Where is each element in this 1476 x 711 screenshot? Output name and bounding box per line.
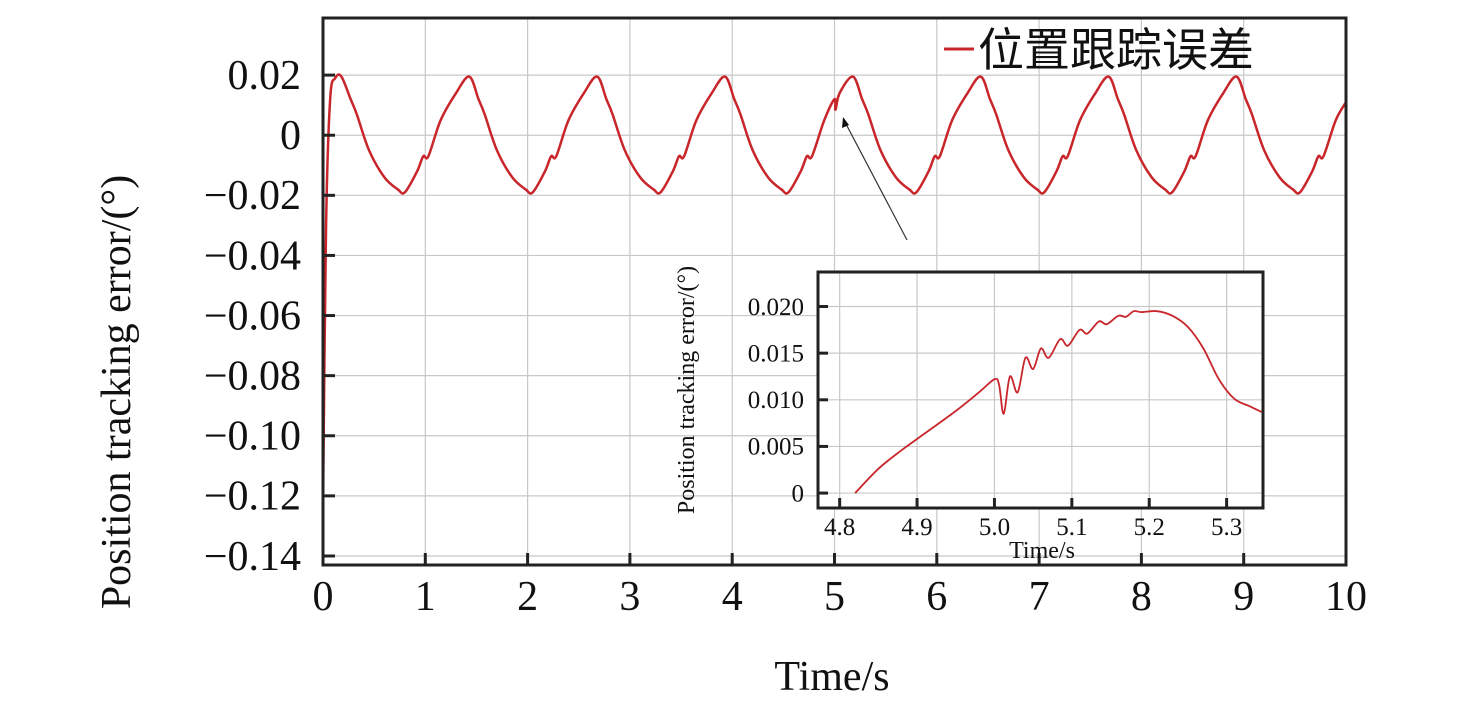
x-tick-label: 5.3 [1211,514,1242,541]
legend-label: 位置跟踪误差 [978,25,1254,76]
inset-ticks: 4.8 4.9 5.0 5.1 5.2 5.3 0.020 0.015 0.010 0.005 0 [748,294,1243,541]
x-tick-label: 1 [415,574,436,620]
inset-frame [816,270,1265,510]
main-y-axis-label: Position tracking error/(°) [94,175,140,609]
inset-y-axis-label: Position tracking error/(°) [674,266,700,514]
x-tick-label: 5 [824,574,845,620]
y-tick-label: 0.010 [748,387,804,414]
x-tick-label: 4.8 [824,514,855,541]
y-tick-label: 0.005 [748,434,804,461]
y-tick-label: −0.06 [204,293,301,339]
x-tick-label: 3 [619,574,640,620]
series-line [323,73,1346,511]
x-tick-label: 8 [1131,574,1152,620]
x-tick-label: 5.2 [1134,514,1165,541]
x-tick-label: 5.1 [1056,514,1087,541]
y-tick-label: 0 [280,113,301,159]
x-tick-label: 9 [1233,574,1254,620]
main-ticks: 0 1 2 3 4 5 6 7 8 9 100.020−0.02−0.04−0.06−0.08−0.… [204,53,1367,620]
x-tick-label: 7 [1029,574,1050,620]
x-tick-label: 5.0 [979,514,1010,541]
y-tick-label: −0.02 [204,173,301,219]
y-tick-label: −0.12 [204,474,301,520]
y-tick-label: 0.020 [748,294,804,321]
main-series [323,73,1346,511]
inset-x-axis-label: Time/s [1009,538,1075,564]
legend: 位置跟踪误差 [944,25,1254,76]
x-tick-label: 6 [926,574,947,620]
x-tick-label: 0 [313,574,334,620]
inset-series [854,310,1262,494]
main-x-axis-label: Time/s [774,654,889,700]
y-tick-label: −0.04 [204,233,301,279]
inset-background [818,272,1263,508]
y-tick-label: −0.14 [204,534,301,580]
y-tick-label: −0.10 [204,414,301,460]
series-line [854,310,1262,494]
y-tick-label: 0 [792,480,805,507]
x-tick-label: 4.9 [901,514,932,541]
x-tick-label: 10 [1325,574,1367,620]
annotation-arrow [842,117,908,241]
y-tick-label: −0.08 [204,354,301,400]
x-tick-label: 2 [517,574,538,620]
inset-grid [818,272,1263,508]
arrow-line [845,123,908,241]
y-tick-label: 0.015 [748,340,804,367]
y-tick-label: 0.02 [228,53,302,99]
x-tick-label: 4 [722,574,743,620]
arrow-head-icon [842,117,849,128]
